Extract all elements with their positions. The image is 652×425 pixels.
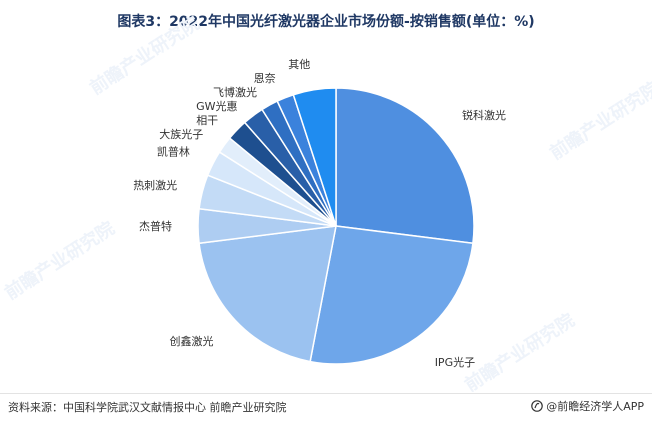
slice-label-7: 大族光子 [159, 127, 203, 141]
pie-slice-12 [292, 87, 337, 227]
brand-text: @前瞻经济学人APP [546, 400, 644, 413]
slice-label-9: GW光惠 [196, 99, 237, 113]
watermark-3: 前瞻产业研究院 [1, 217, 119, 304]
pie-slices [197, 87, 475, 365]
footer-divider [0, 393, 652, 394]
brand-credit: @前瞻经济学人APP [531, 398, 644, 414]
brand-logo-icon [531, 400, 544, 412]
watermark-2: 前瞻产业研究院 [546, 77, 652, 164]
pie-slice-3 [198, 225, 337, 363]
slice-label-8: 相干 [196, 114, 218, 127]
slice-label-2: IPG光子 [435, 355, 475, 369]
slice-label-5: 热刺激光 [133, 178, 177, 192]
watermark-5: 前瞻产业研究院 [461, 309, 579, 392]
watermark-1: 前瞻产业研究院 [86, 12, 204, 99]
source-note: 资料来源：中国科学院武汉文献情报中心 前瞻产业研究院 [8, 401, 287, 414]
slice-label-6: 凯普林 [157, 145, 190, 159]
slice-label-12: 其他 [288, 58, 310, 71]
slice-label-10: 飞博激光 [213, 85, 257, 99]
chart-title: 图表3：2022年中国光纤激光器企业市场份额-按销售额(单位：%) [117, 14, 535, 30]
slice-label-4: 杰普特 [139, 219, 172, 233]
slice-label-3: 创鑫激光 [170, 334, 214, 348]
pie-labels: 锐科激光 IPG光子 创鑫激光 杰普特 热刺激光 凯普林 大族光子相干GW光惠飞博激光恩奈其… [133, 58, 506, 369]
pie-chart: 前瞻产业研究院 前瞻产业研究院 前瞻产业研究院 前瞻产业研究院 前瞻产业研究院 … [1, 12, 652, 392]
slice-label-11: 恩奈 [254, 71, 276, 85]
slice-label-1: 锐科激光 [462, 108, 506, 122]
pie-slice-2 [309, 225, 474, 365]
pie-slice-1 [335, 87, 475, 245]
